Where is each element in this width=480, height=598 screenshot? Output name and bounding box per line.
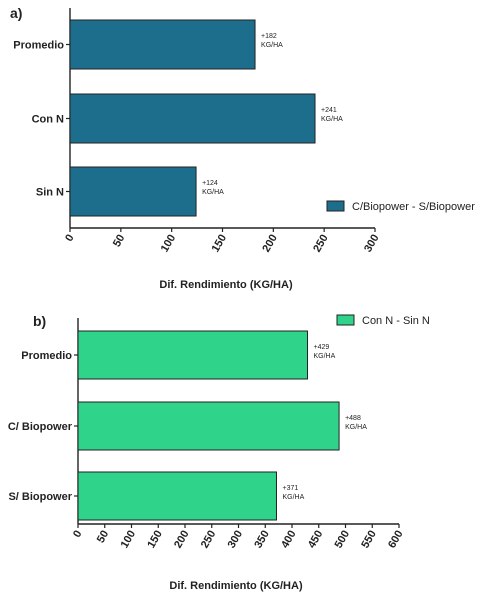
legend-swatch [326, 200, 345, 212]
x-tick-label: 100 [159, 233, 179, 255]
data-label-unit: KG/HA [345, 424, 367, 431]
x-tick-label: 0 [63, 233, 76, 244]
bar-2 [69, 93, 316, 144]
x-tick-label: 300 [362, 233, 382, 255]
x-tick-label: 150 [210, 233, 230, 255]
data-label-unit: KG/HA [261, 42, 283, 49]
category-label: Sin N [36, 187, 64, 199]
x-axis-label: Dif. Rendimiento (KG/HA) [169, 580, 303, 592]
x-tick-label: 450 [306, 529, 326, 551]
x-tick-label: 100 [119, 529, 139, 551]
bar-1 [69, 19, 256, 70]
category-label: Con N [32, 114, 64, 126]
legend: C/Biopower - S/Biopower [326, 200, 475, 213]
data-label-value: +182 [261, 33, 277, 40]
x-axis-label: Dif. Rendimiento (KG/HA) [159, 279, 293, 291]
panel-label: b) [33, 313, 46, 329]
x-tick-label: 50 [95, 529, 112, 546]
panel-label: a) [10, 5, 22, 21]
legend-label: Con N - Sin N [362, 315, 430, 327]
x-tick-label: 50 [111, 233, 128, 250]
data-label-unit: KG/HA [314, 353, 336, 360]
data-label-value: +241 [321, 107, 337, 114]
x-tick-label: 400 [279, 529, 299, 551]
x-tick-label: 300 [226, 529, 246, 551]
x-tick-label: 150 [145, 529, 165, 551]
data-label-value: +124 [202, 180, 218, 187]
legend: Con N - Sin N [336, 314, 430, 327]
x-tick-label: 0 [71, 529, 84, 540]
data-label-unit: KG/HA [321, 116, 343, 123]
x-tick-label: 250 [311, 233, 331, 255]
chart-panel-2: b) Promedio +429 KG/HA C/ Biopower +488 KG/HA S… [8, 313, 430, 592]
x-tick-label: 250 [199, 529, 219, 551]
data-label-value: +488 [345, 415, 361, 422]
data-label-value: +371 [282, 485, 298, 492]
x-tick-label: 550 [359, 529, 379, 551]
data-label-unit: KG/HA [202, 189, 224, 196]
x-tick-label: 500 [333, 529, 353, 551]
x-tick-label: 200 [260, 233, 280, 255]
bar-2 [77, 401, 340, 451]
data-label-value: +429 [314, 344, 330, 351]
legend-swatch [336, 314, 355, 326]
chart-panel-1: a) Promedio +182 KG/HA Con N +241 KG/HA Sin N +1… [10, 5, 475, 291]
category-label: C/ Biopower [8, 421, 73, 433]
category-label: Promedio [21, 350, 72, 362]
legend-label: C/Biopower - S/Biopower [352, 201, 475, 213]
x-tick-label: 350 [252, 529, 272, 551]
bar-3 [69, 166, 197, 217]
category-label: Promedio [13, 40, 64, 52]
bar-3 [77, 471, 277, 521]
data-label-unit: KG/HA [282, 494, 304, 501]
x-tick-label: 200 [172, 529, 192, 551]
x-tick-label: 600 [386, 529, 406, 551]
bar-1 [77, 330, 309, 380]
category-label: S/ Biopower [8, 491, 72, 503]
